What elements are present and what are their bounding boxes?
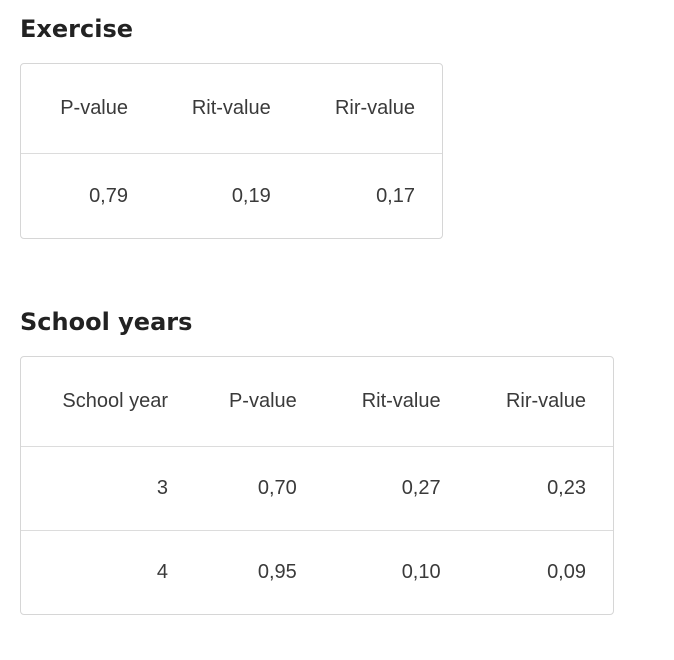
cell-rir-value: 0,17 (376, 184, 415, 207)
cell-rir-value: 0,23 (467, 446, 613, 531)
school-years-table-card: School year P-value Rit-value Rir-value … (20, 356, 614, 615)
exercise-table-card: P-value Rit-value Rir-value 0,79 0,19 0,… (20, 63, 443, 239)
cell-school-year: 3 (21, 446, 195, 531)
cell-rir-value: 0,09 (547, 561, 586, 583)
column-header-school-year: School year (21, 357, 195, 447)
column-header-rir-value: Rir-value (297, 64, 442, 154)
cell-p-value: 0,70 (195, 446, 324, 531)
column-header-rit-value: Rit-value (155, 64, 298, 154)
column-header-rir-value: Rir-value (467, 357, 613, 447)
school-years-title: School years (20, 308, 193, 336)
table-row: 3 0,70 0,27 0,23 (21, 446, 613, 531)
cell-p-value: 0,95 (257, 561, 297, 583)
column-header-p-value: P-value (21, 64, 155, 154)
exercise-table: P-value Rit-value Rir-value 0,79 0,19 0,… (21, 64, 442, 238)
cell-school-year: 4 (156, 561, 168, 583)
cell-rit-value: 0,19 (231, 184, 271, 207)
cell-rit-value: 0,10 (401, 561, 441, 583)
column-header-p-value: P-value (195, 357, 324, 447)
table-row: 4 0,95 0,10 0,09 (21, 531, 613, 615)
cell-p-value: 0,79 (89, 184, 128, 207)
table-header-row: School year P-value Rit-value Rir-value (21, 357, 613, 447)
table-header-row: P-value Rit-value Rir-value (21, 64, 442, 154)
cell-rit-value: 0,27 (323, 446, 468, 531)
table-row: 0,79 0,19 0,17 (21, 154, 442, 239)
column-header-rit-value: Rit-value (323, 357, 468, 447)
exercise-title: Exercise (20, 15, 134, 43)
school-years-table: School year P-value Rit-value Rir-value … (21, 357, 613, 614)
